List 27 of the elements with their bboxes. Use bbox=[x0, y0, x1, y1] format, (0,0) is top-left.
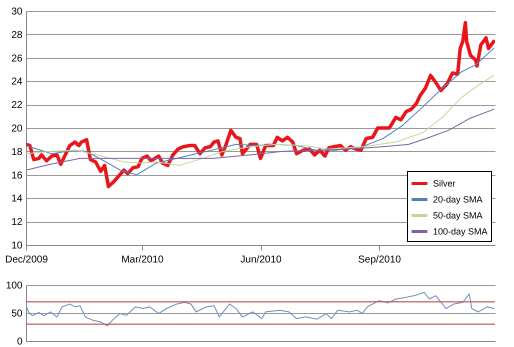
y-tick-label: 12 bbox=[11, 217, 23, 228]
x-tick-label: Dec/2009 bbox=[5, 254, 48, 266]
legend-label: Silver bbox=[433, 178, 456, 188]
y-tick-label: 18 bbox=[11, 146, 23, 158]
line-series bbox=[26, 292, 494, 326]
y-tick-label: 24 bbox=[11, 76, 23, 88]
y-tick-label: 22 bbox=[11, 100, 23, 112]
y-tick-label: 100 bbox=[6, 280, 23, 292]
x-tick-label: Mar/2010 bbox=[121, 254, 164, 266]
line-series bbox=[26, 108, 494, 171]
line-series bbox=[26, 20, 495, 188]
legend-label: 50-day SMA bbox=[433, 210, 483, 220]
legend-label: 100-day SMA bbox=[433, 226, 488, 236]
legend-label: 20-day SMA bbox=[433, 194, 483, 204]
y-tick-label: 28 bbox=[11, 30, 23, 41]
x-tick-label: Jun/2010 bbox=[240, 254, 282, 266]
y-tick-label: 30 bbox=[11, 6, 23, 18]
y-tick-label: 14 bbox=[11, 194, 23, 205]
y-tick-label: 10 bbox=[11, 240, 23, 252]
y-tick-label: 50 bbox=[11, 308, 23, 320]
y-tick-label: 16 bbox=[11, 170, 23, 182]
line-series bbox=[26, 74, 494, 166]
y-tick-label: 26 bbox=[11, 53, 23, 64]
y-tick-label: 20 bbox=[11, 124, 23, 134]
x-tick-label: Sep/2010 bbox=[358, 254, 402, 266]
line-series bbox=[26, 48, 494, 176]
y-tick-label: 0 bbox=[16, 336, 23, 347]
